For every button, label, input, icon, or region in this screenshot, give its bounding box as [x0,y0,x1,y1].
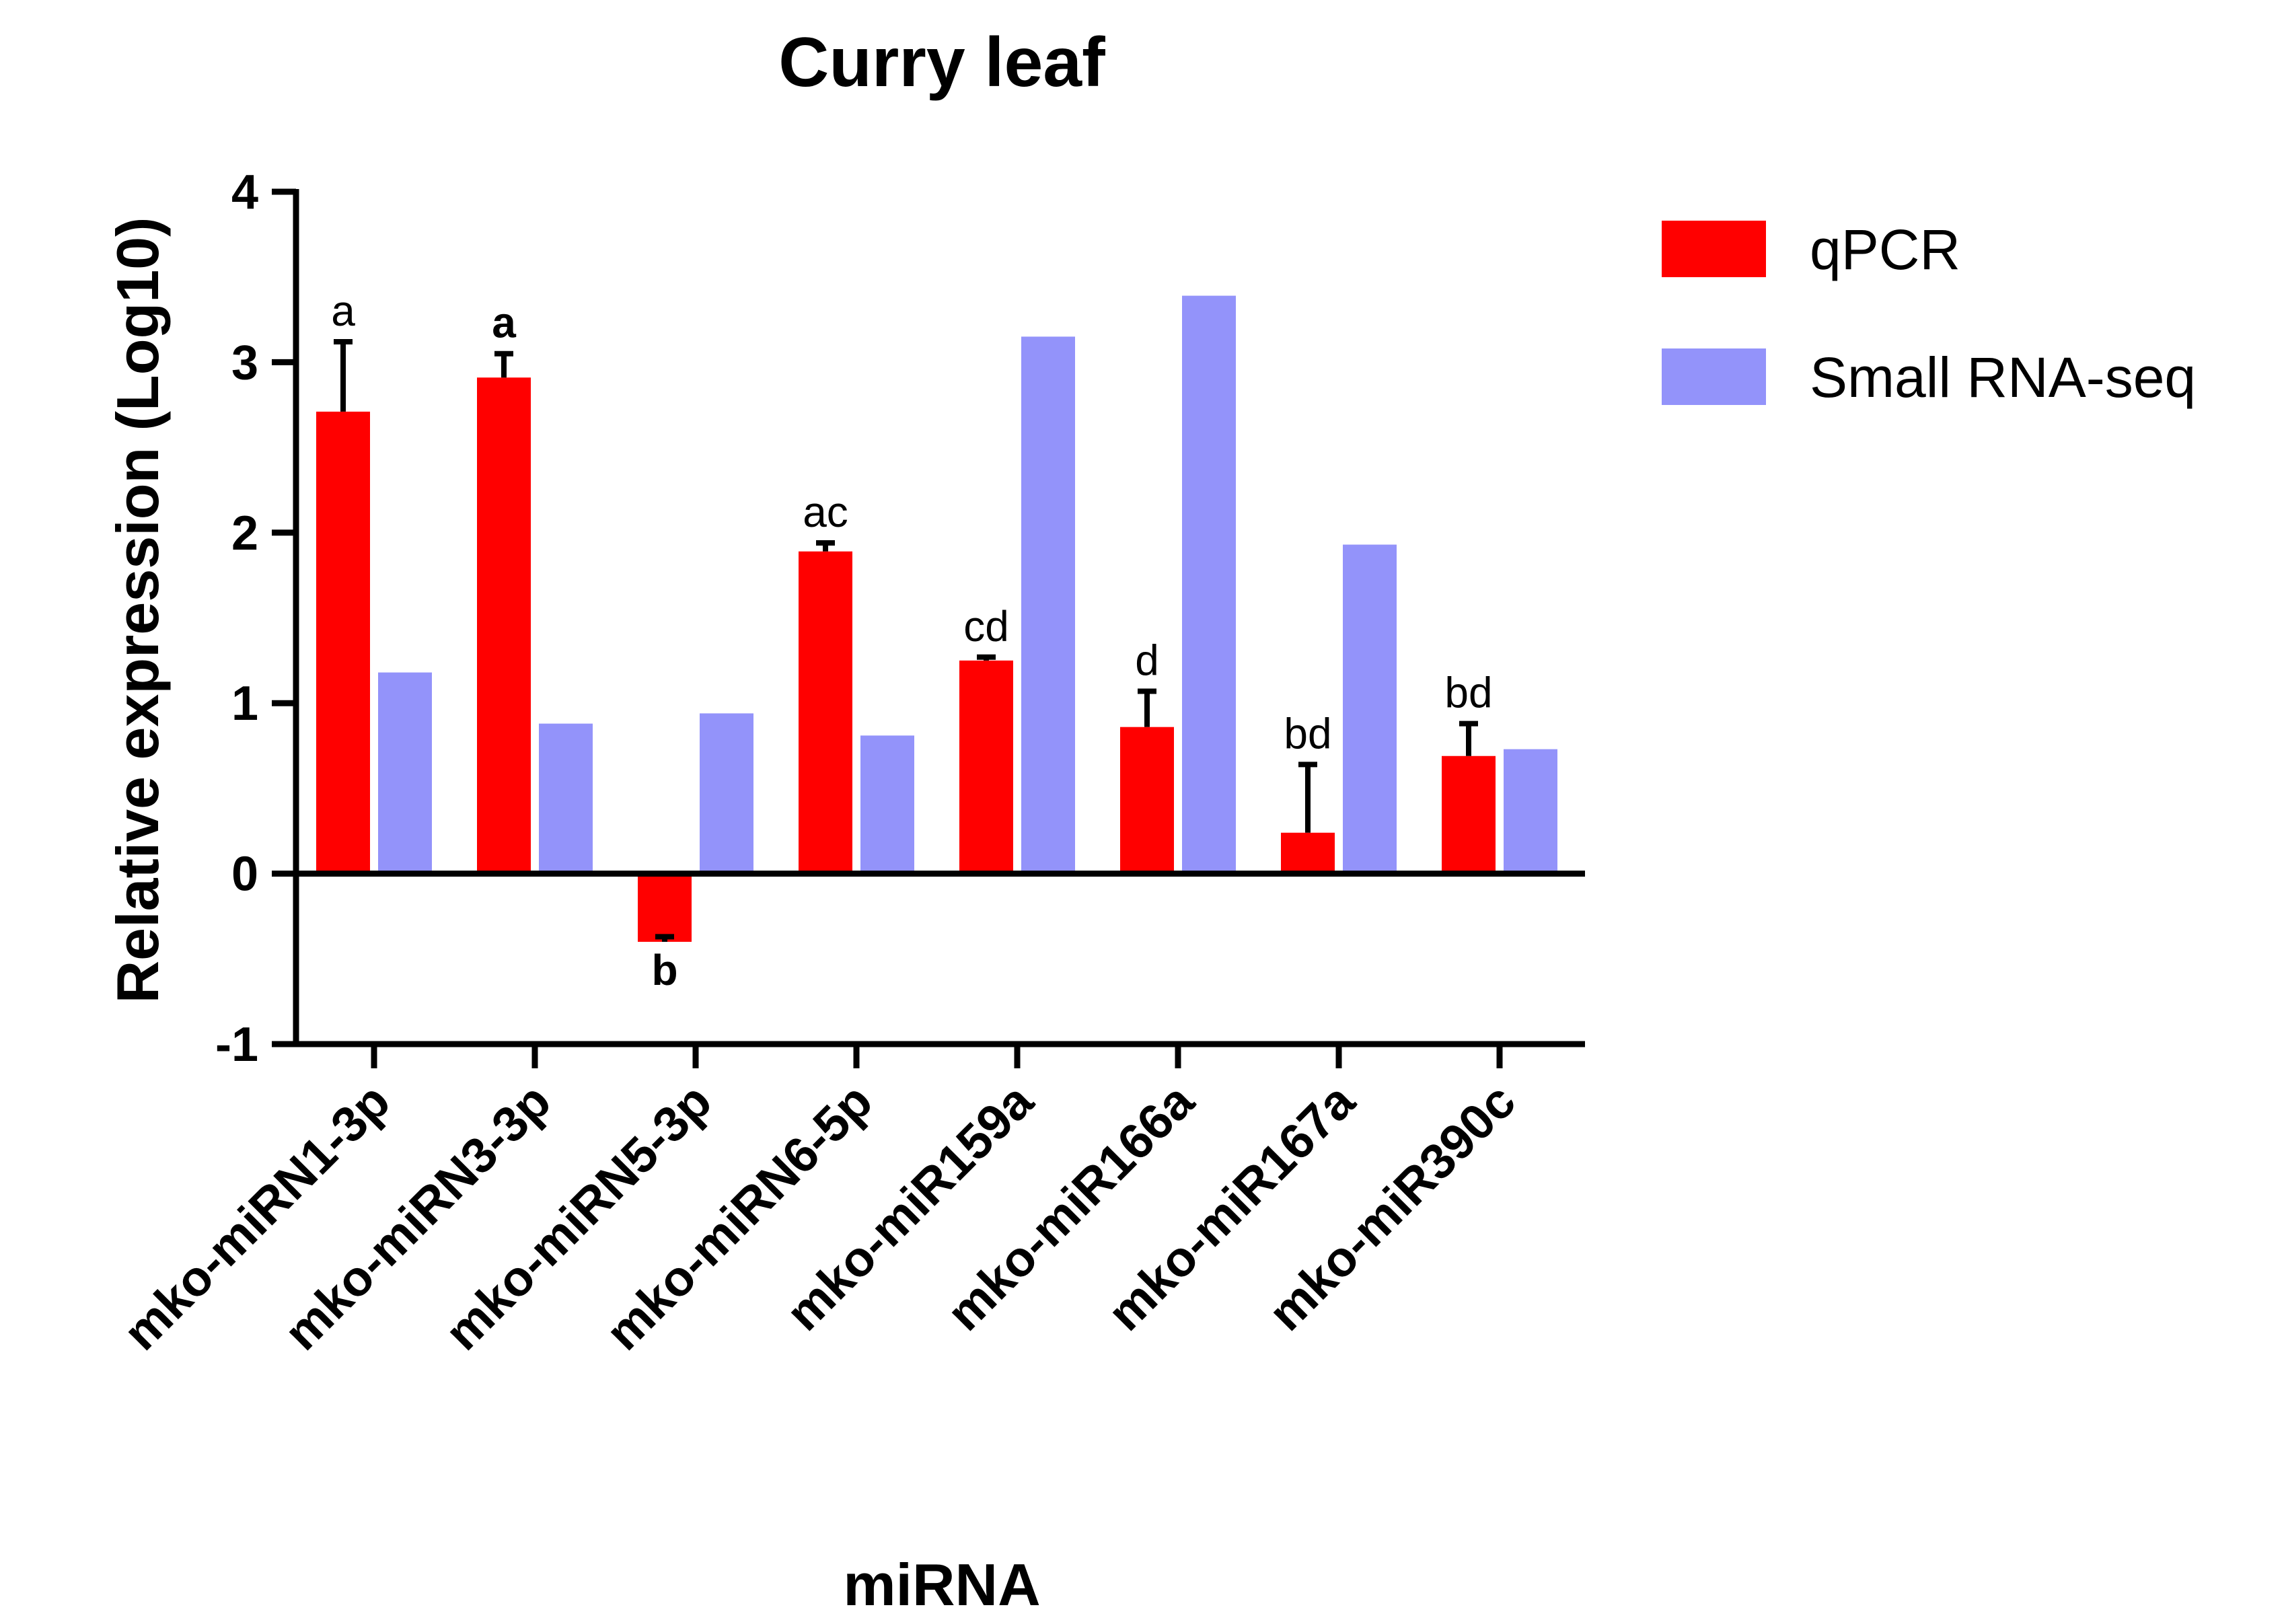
significance-letter: cd [963,602,1009,651]
legend-label: Small RNA-seq [1810,346,2196,409]
bar-qpcr [316,411,370,874]
significance-letter: d [1135,636,1159,684]
significance-letter: ac [803,488,848,536]
bar-small-rna-seq [539,723,593,874]
significance-letter: bd [1444,669,1492,717]
y-tick-label: -1 [215,1018,258,1072]
error-bars-group [334,338,1478,942]
legend-swatch [1662,348,1766,405]
legend-swatch [1662,221,1766,277]
y-tick-label: 2 [231,507,258,560]
x-category-label: mko-miRN1-3p [112,1073,400,1361]
bar-qpcr [477,377,531,874]
bar-qpcr [1442,755,1496,874]
bar-qpcr [638,873,692,942]
y-tick-label: 0 [231,848,258,901]
bar-qpcr [799,551,852,874]
significance-annotations: a a b ac cd d bd bd [331,287,1492,994]
bar-small-rna-seq [1021,336,1075,874]
x-category-label: mko-miRN6-5p [595,1073,883,1361]
bar-qpcr [1281,832,1335,874]
chart-title: Curry leaf [778,24,1105,102]
bar-qpcr [959,660,1013,874]
significance-letter: a [331,287,355,335]
y-tick-label: 1 [231,677,258,731]
x-category-label: mko-miRN3-3p [273,1073,561,1361]
bar-qpcr [1120,727,1174,874]
significance-letter: bd [1284,709,1331,758]
x-axis-ticks: mko-miRN1-3pmko-miRN3-3pmko-miRN5-3pmko-… [112,1044,1526,1361]
significance-letter: a [492,299,516,347]
bar-small-rna-seq [860,735,914,874]
bar-small-rna-seq [1343,544,1397,874]
bar-small-rna-seq [1182,295,1236,874]
y-tick-label: 3 [231,336,258,390]
bar-small-rna-seq [700,713,753,874]
legend-label: qPCR [1810,218,1960,281]
y-tick-label: 4 [231,165,258,219]
x-category-label: mko-miRN5-3p [434,1073,722,1361]
x-axis-title: miRNA [843,1551,1040,1618]
legend: qPCR Small RNA-seq [1662,218,2196,409]
y-axis-ticks: -1 0 1 2 3 4 [215,165,296,1072]
y-axis-title: Relative expression (Log10) [104,217,171,1004]
bar-small-rna-seq [378,672,432,874]
significance-letter: b [651,946,677,994]
bar-small-rna-seq [1504,749,1557,874]
bars-group [316,295,1557,942]
